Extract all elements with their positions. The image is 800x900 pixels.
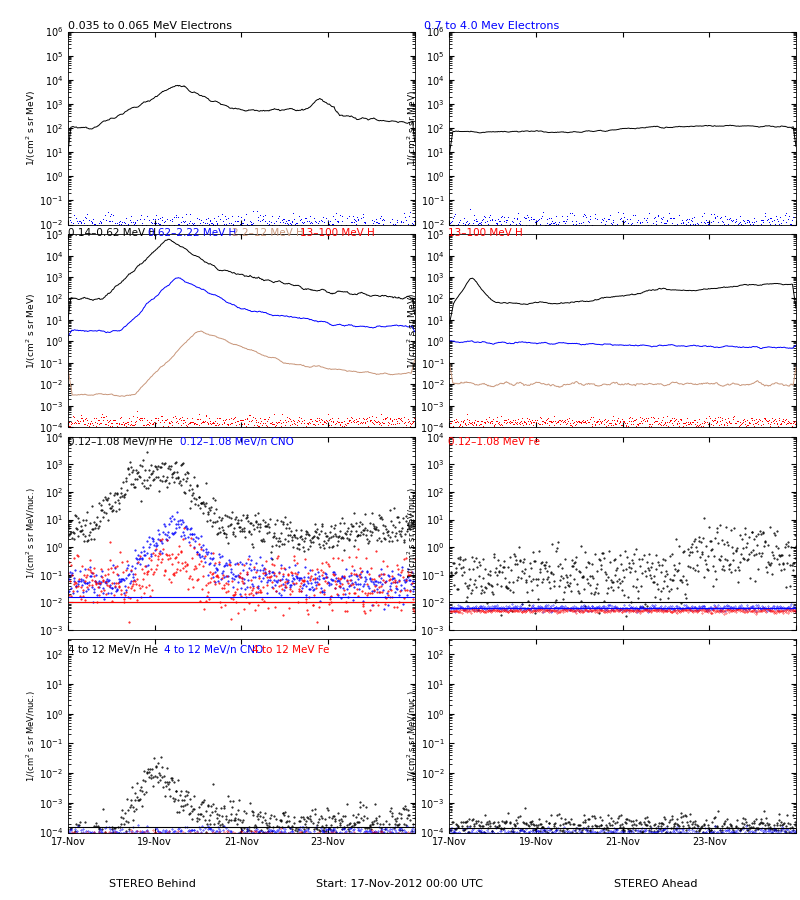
Y-axis label: 1/(cm$^2$ s sr MeV/nuc.): 1/(cm$^2$ s sr MeV/nuc.) bbox=[24, 690, 38, 782]
Text: 2.2–12 MeV H: 2.2–12 MeV H bbox=[232, 229, 304, 238]
Y-axis label: 1/(cm$^2$ s sr MeV): 1/(cm$^2$ s sr MeV) bbox=[25, 90, 38, 166]
Text: 13–100 MeV H: 13–100 MeV H bbox=[448, 229, 522, 238]
Y-axis label: 1/(cm$^2$ s sr MeV/nuc.): 1/(cm$^2$ s sr MeV/nuc.) bbox=[24, 488, 38, 580]
Text: 0.62–2.22 MeV H: 0.62–2.22 MeV H bbox=[148, 229, 236, 238]
Text: 4 to 12 MeV/n CNO: 4 to 12 MeV/n CNO bbox=[164, 645, 263, 655]
Text: 13–100 MeV H: 13–100 MeV H bbox=[300, 229, 374, 238]
Text: 0.12–1.08 MeV/n CNO: 0.12–1.08 MeV/n CNO bbox=[180, 437, 294, 447]
Text: Start: 17-Nov-2012 00:00 UTC: Start: 17-Nov-2012 00:00 UTC bbox=[317, 879, 483, 889]
Text: STEREO Ahead: STEREO Ahead bbox=[614, 879, 698, 889]
Text: 0.7 to 4.0 Mev Electrons: 0.7 to 4.0 Mev Electrons bbox=[424, 21, 559, 31]
Y-axis label: 1/(cm$^2$ s sr MeV/nuc.): 1/(cm$^2$ s sr MeV/nuc.) bbox=[406, 690, 419, 782]
Text: 0.14–0.62 MeV H: 0.14–0.62 MeV H bbox=[68, 229, 156, 238]
Y-axis label: 1/(cm$^2$ s sr MeV): 1/(cm$^2$ s sr MeV) bbox=[24, 292, 38, 369]
Text: 4 to 12 MeV Fe: 4 to 12 MeV Fe bbox=[252, 645, 330, 655]
Y-axis label: 1/(cm$^2$ s sr MeV): 1/(cm$^2$ s sr MeV) bbox=[406, 292, 419, 369]
Y-axis label: 1/(cm$^2$ s sr MeV): 1/(cm$^2$ s sr MeV) bbox=[406, 90, 419, 166]
Text: STEREO Behind: STEREO Behind bbox=[109, 879, 195, 889]
Text: 0.12–1.08 MeV Fe: 0.12–1.08 MeV Fe bbox=[448, 437, 540, 447]
Text: 4 to 12 MeV/n He: 4 to 12 MeV/n He bbox=[68, 645, 158, 655]
Y-axis label: 1/(cm$^2$ s sr MeV/nuc.): 1/(cm$^2$ s sr MeV/nuc.) bbox=[406, 488, 419, 580]
Text: 0.035 to 0.065 MeV Electrons: 0.035 to 0.065 MeV Electrons bbox=[68, 21, 232, 31]
Text: 0.12–1.08 MeV/n He: 0.12–1.08 MeV/n He bbox=[68, 437, 173, 447]
